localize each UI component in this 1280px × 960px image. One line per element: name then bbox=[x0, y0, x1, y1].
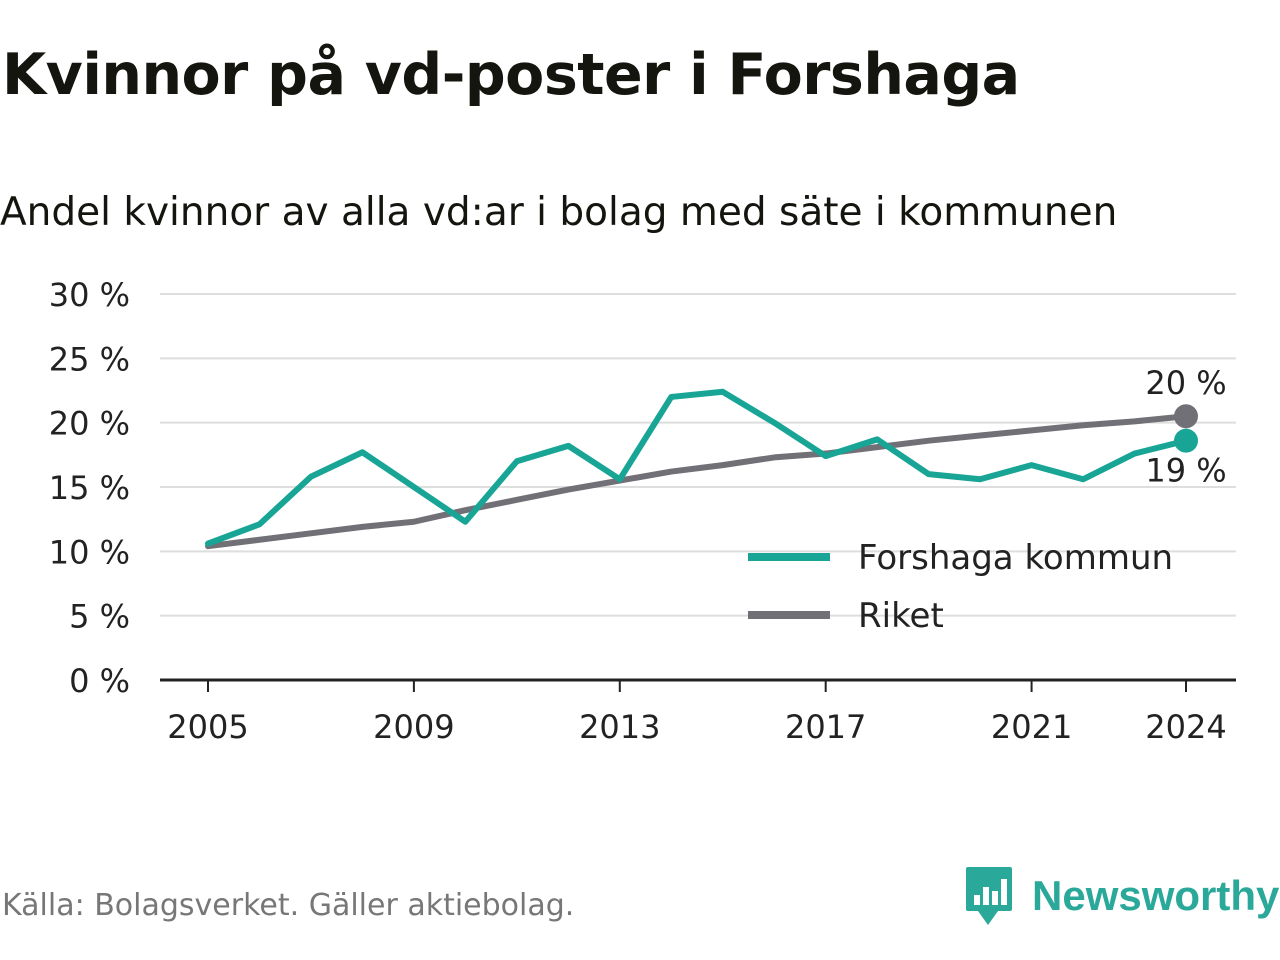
series-line-riket bbox=[205, 413, 1189, 550]
x-axis: 2005 2009 2013 2017 2021 2024 bbox=[160, 678, 1236, 746]
chart-subtitle: Andel kvinnor av alla vd:ar i bolag med … bbox=[0, 190, 1118, 235]
x-tick-label: 2005 bbox=[167, 708, 248, 746]
y-tick-label: 15 % bbox=[49, 469, 130, 507]
y-tick-label: 25 % bbox=[49, 340, 130, 378]
grid-lines bbox=[160, 293, 1236, 617]
x-tick-label: 2013 bbox=[579, 708, 660, 746]
legend: Forshaga kommun Riket bbox=[748, 538, 1173, 636]
x-tick-label: 2024 bbox=[1145, 708, 1226, 746]
y-tick-label: 0 % bbox=[69, 662, 130, 700]
newsworthy-logo-icon bbox=[966, 867, 1012, 925]
brand-logo: Newsworthy bbox=[964, 864, 1279, 928]
y-tick-label: 20 % bbox=[49, 405, 130, 443]
legend-label: Riket bbox=[858, 596, 944, 636]
y-tick-label: 30 % bbox=[49, 276, 130, 314]
chart-title: Kvinnor på vd-poster i Forshaga bbox=[2, 42, 1020, 108]
series-lines: 19 % 20 % bbox=[205, 364, 1227, 550]
legend-label: Forshaga kommun bbox=[858, 538, 1173, 578]
end-point-marker bbox=[1174, 428, 1198, 453]
y-tick-label: 5 % bbox=[69, 598, 130, 636]
x-tick-label: 2017 bbox=[785, 708, 866, 746]
source-note: Källa: Bolagsverket. Gäller aktiebolag. bbox=[2, 888, 575, 923]
x-tick-label: 2009 bbox=[373, 708, 454, 746]
end-point-marker bbox=[1174, 404, 1198, 429]
series-line-forshaga-kommun bbox=[205, 388, 1189, 547]
brand-name: Newsworthy bbox=[1032, 872, 1280, 919]
y-axis-tick-labels: 0 % 5 % 10 % 15 % 20 % 25 % 30 % bbox=[49, 276, 130, 700]
end-point-label: 19 % bbox=[1145, 452, 1226, 490]
end-point-label: 20 % bbox=[1145, 364, 1226, 402]
x-tick-label: 2021 bbox=[991, 708, 1072, 746]
y-tick-label: 10 % bbox=[49, 533, 130, 571]
